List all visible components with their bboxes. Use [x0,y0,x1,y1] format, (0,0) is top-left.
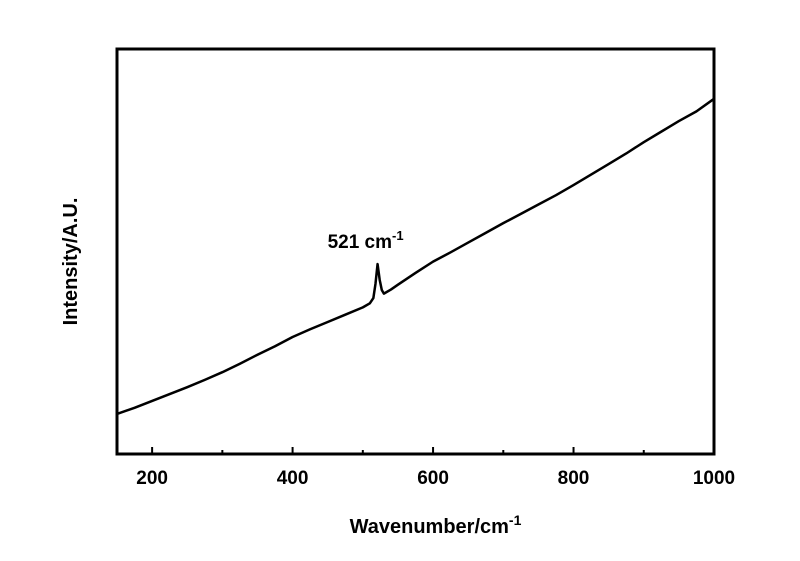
x-tick-label: 400 [277,468,309,489]
plot-frame [115,47,716,456]
x-tick-label: 200 [136,468,168,489]
x-tick-label: 800 [558,468,590,489]
peak-annotation-sup: -1 [392,228,404,243]
x-axis-label: Wavenumber/cm-1 [350,512,522,538]
y-axis-label: Intensity/A.U. [60,198,82,326]
peak-annotation: 521 cm-1 [328,228,404,253]
x-axis-label-main: Wavenumber/cm [350,516,509,538]
x-tick-label: 600 [417,468,449,489]
peak-annotation-main: 521 cm [328,232,392,253]
data-line [116,97,715,416]
x-tick-label: 1000 [693,468,735,489]
x-axis-label-sup: -1 [509,512,522,528]
